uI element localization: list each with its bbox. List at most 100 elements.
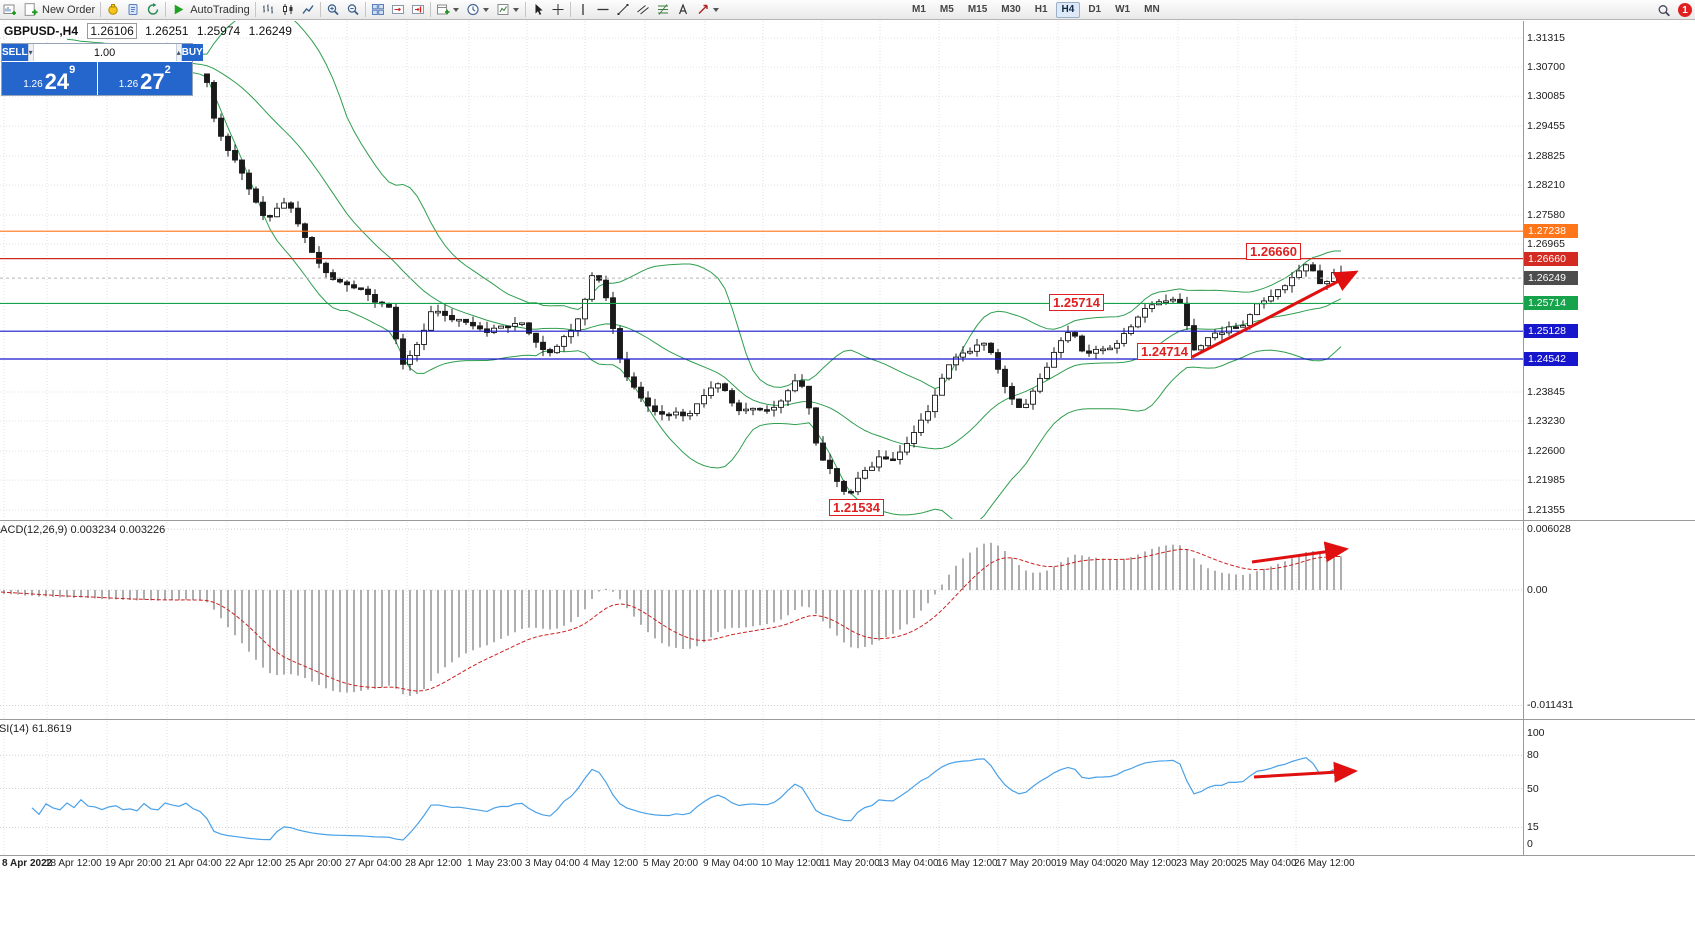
- new-window-caret-icon[interactable]: [452, 7, 459, 12]
- rsi-axis-label: 100: [1527, 727, 1545, 739]
- buy-price-sup: 2: [164, 64, 171, 76]
- macd-axis-label: -0.011431: [1527, 699, 1574, 712]
- vertical-line-icon[interactable]: [573, 1, 593, 19]
- time-axis-label: 9 May 04:00: [703, 858, 759, 869]
- timeframe-m30[interactable]: M30: [1001, 4, 1021, 15]
- volume-down-button[interactable]: ▾: [27, 44, 34, 61]
- price-axis-label: 1.26965: [1527, 238, 1565, 251]
- panel-separator[interactable]: [0, 520, 1695, 521]
- toolbar-separator: [254, 2, 256, 17]
- shapes-caret-icon[interactable]: [712, 7, 719, 12]
- price-axis-label: 1.23230: [1527, 415, 1565, 428]
- price-axis-badge: 1.24542: [1524, 351, 1578, 366]
- cursor-icon[interactable]: [528, 1, 548, 19]
- period-icon[interactable]: [463, 1, 483, 19]
- buy-price[interactable]: 1.26 27 2: [97, 62, 192, 95]
- notification-badge[interactable]: 1: [1678, 3, 1692, 17]
- new-chart-icon[interactable]: [0, 1, 20, 19]
- time-axis-label: 5 May 20:00: [643, 858, 699, 869]
- panel-separator[interactable]: [0, 719, 1695, 720]
- arrow-tool-icon[interactable]: [693, 1, 713, 19]
- time-axis-label: 28 Apr 12:00: [405, 858, 462, 869]
- channel-icon[interactable]: [633, 1, 653, 19]
- scripts-icon[interactable]: [123, 1, 143, 19]
- timeframe-m15[interactable]: M15: [967, 4, 988, 15]
- template-caret-icon[interactable]: [512, 7, 519, 12]
- zoom-in-icon[interactable]: [323, 1, 343, 19]
- price-axis-label: 1.30085: [1527, 90, 1565, 103]
- volume-input[interactable]: [33, 44, 176, 61]
- price-axis-badge: 1.26249: [1524, 271, 1578, 286]
- tile-windows-icon[interactable]: [368, 1, 388, 19]
- time-axis-label: 27 Apr 04:00: [345, 858, 402, 869]
- crosshair-icon[interactable]: [548, 1, 568, 19]
- macd-axis-label: 0.00: [1527, 584, 1548, 596]
- timeframe-mn[interactable]: MN: [1144, 4, 1160, 15]
- trendline-icon[interactable]: [613, 1, 633, 19]
- time-axis-label: 23 May 20:00: [1176, 858, 1237, 869]
- price-axis[interactable]: [1524, 21, 1695, 855]
- period-caret-icon[interactable]: [482, 7, 489, 12]
- buy-price-prefix: 1.26: [118, 79, 139, 90]
- timeframe-h4[interactable]: H4: [1055, 2, 1081, 18]
- chart-shift-icon[interactable]: [408, 1, 428, 19]
- chart-symbol-period: GBPUSD-,H4: [4, 24, 79, 38]
- bar-chart-icon[interactable]: [258, 1, 278, 19]
- time-axis-label: 19 May 04:00: [1056, 858, 1117, 869]
- template-icon[interactable]: [493, 1, 513, 19]
- volume-up-button[interactable]: ▴: [175, 44, 182, 61]
- timeframe-m5[interactable]: M5: [939, 4, 954, 15]
- sell-button[interactable]: SELL: [2, 44, 28, 61]
- new-window-icon[interactable]: [433, 1, 453, 19]
- one-click-trading-panel: SELL ▾ ▴ BUY 1.26 24 9 1.26 27 2: [1, 43, 203, 96]
- chart-high-value: 1.26251: [145, 24, 189, 38]
- toolbar-separator: [364, 2, 366, 17]
- autotrading-button[interactable]: AutoTrading: [168, 1, 253, 19]
- chart-header: GBPUSD-,H4 1.26106 1.26251 1.25974 1.262…: [4, 23, 297, 39]
- auto-scroll-icon[interactable]: [388, 1, 408, 19]
- price-axis-label: 1.28825: [1527, 150, 1565, 162]
- horizontal-line-icon[interactable]: [593, 1, 613, 19]
- candlestick-chart-icon[interactable]: [278, 1, 298, 19]
- price-axis-badge: 1.25128: [1524, 324, 1578, 339]
- trade-panel-prices: 1.26 24 9 1.26 27 2: [2, 62, 192, 95]
- time-axis-label: 3 May 04:00: [525, 858, 581, 869]
- autotrading-icon: [171, 2, 187, 17]
- panel-separator[interactable]: [0, 855, 1695, 856]
- line-chart-icon[interactable]: [298, 1, 318, 19]
- price-axis-label: 1.29455: [1527, 120, 1565, 133]
- timeframe-d1[interactable]: D1: [1088, 4, 1102, 15]
- time-axis-label: 21 Apr 04:00: [165, 858, 222, 869]
- toolbar-separator: [569, 2, 571, 17]
- sell-price-big: 24: [44, 69, 70, 94]
- macd-label: MACD(12,26,9) 0.003234 0.003226: [0, 524, 166, 536]
- time-axis-label: 20 May 12:00: [1116, 858, 1177, 869]
- sell-price-sup: 9: [69, 64, 76, 76]
- timeframe-m1[interactable]: M1: [912, 4, 926, 15]
- toolbar: New Order AutoTrading: [0, 0, 1695, 20]
- search-icon[interactable]: [1654, 1, 1674, 19]
- trend-arrow: [1251, 541, 1349, 564]
- text-tool-icon[interactable]: [673, 1, 693, 19]
- rsi-label: RSI(14) 61.8619: [0, 723, 72, 735]
- timeframe-h1[interactable]: H1: [1034, 4, 1048, 15]
- buy-price-big: 27: [140, 69, 165, 94]
- price-axis-badge: 1.26660: [1524, 251, 1578, 266]
- trend-arrow: [1191, 270, 1359, 359]
- time-axis-label: 1 May 23:00: [467, 858, 523, 869]
- zoom-out-icon[interactable]: [343, 1, 363, 19]
- sell-price[interactable]: 1.26 24 9: [2, 62, 97, 95]
- toolbar-separator: [429, 2, 431, 17]
- timeframe-w1[interactable]: W1: [1115, 4, 1131, 15]
- expert-advisors-icon[interactable]: [103, 1, 123, 19]
- fibonacci-icon[interactable]: [653, 1, 673, 19]
- time-axis-label: 22 Apr 12:00: [225, 858, 282, 869]
- new-order-button[interactable]: New Order: [20, 1, 98, 19]
- buy-button[interactable]: BUY: [181, 44, 203, 61]
- time-axis-label: 17 May 20:00: [996, 858, 1057, 869]
- toolbar-separator: [319, 2, 321, 17]
- toolbar-right: 1: [1654, 0, 1692, 20]
- refresh-icon[interactable]: [143, 1, 163, 19]
